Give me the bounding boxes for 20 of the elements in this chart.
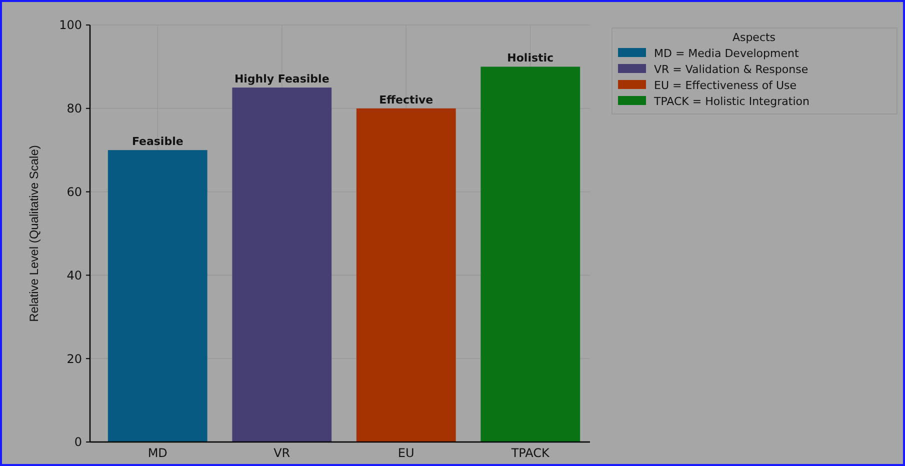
legend-label: MD = Media Development <box>654 46 800 60</box>
y-tick-label: 100 <box>59 18 82 32</box>
data-label: Highly Feasible <box>234 72 330 86</box>
data-label: Effective <box>379 93 434 106</box>
x-tick-label: EU <box>398 446 414 460</box>
data-label: Holistic <box>507 52 554 65</box>
x-tick-label: TPACK <box>510 446 551 460</box>
legend-title: Aspects <box>732 31 776 44</box>
legend-label: TPACK = Holistic Integration <box>653 94 810 108</box>
y-axis-title: Relative Level (Qualitative Scale) <box>27 145 41 322</box>
legend-label: VR = Validation & Response <box>654 62 808 76</box>
y-tick-label: 0 <box>74 435 82 450</box>
y-tick-label: 60 <box>66 185 82 199</box>
x-tick-label: MD <box>148 446 168 460</box>
data-label: Feasible <box>132 135 184 148</box>
y-tick-label: 40 <box>66 268 82 282</box>
x-tick-label: VR <box>274 446 290 460</box>
y-tick-label: 80 <box>66 102 82 116</box>
legend-label: EU = Effectiveness of Use <box>654 78 797 92</box>
y-tick-label: 20 <box>66 352 82 366</box>
